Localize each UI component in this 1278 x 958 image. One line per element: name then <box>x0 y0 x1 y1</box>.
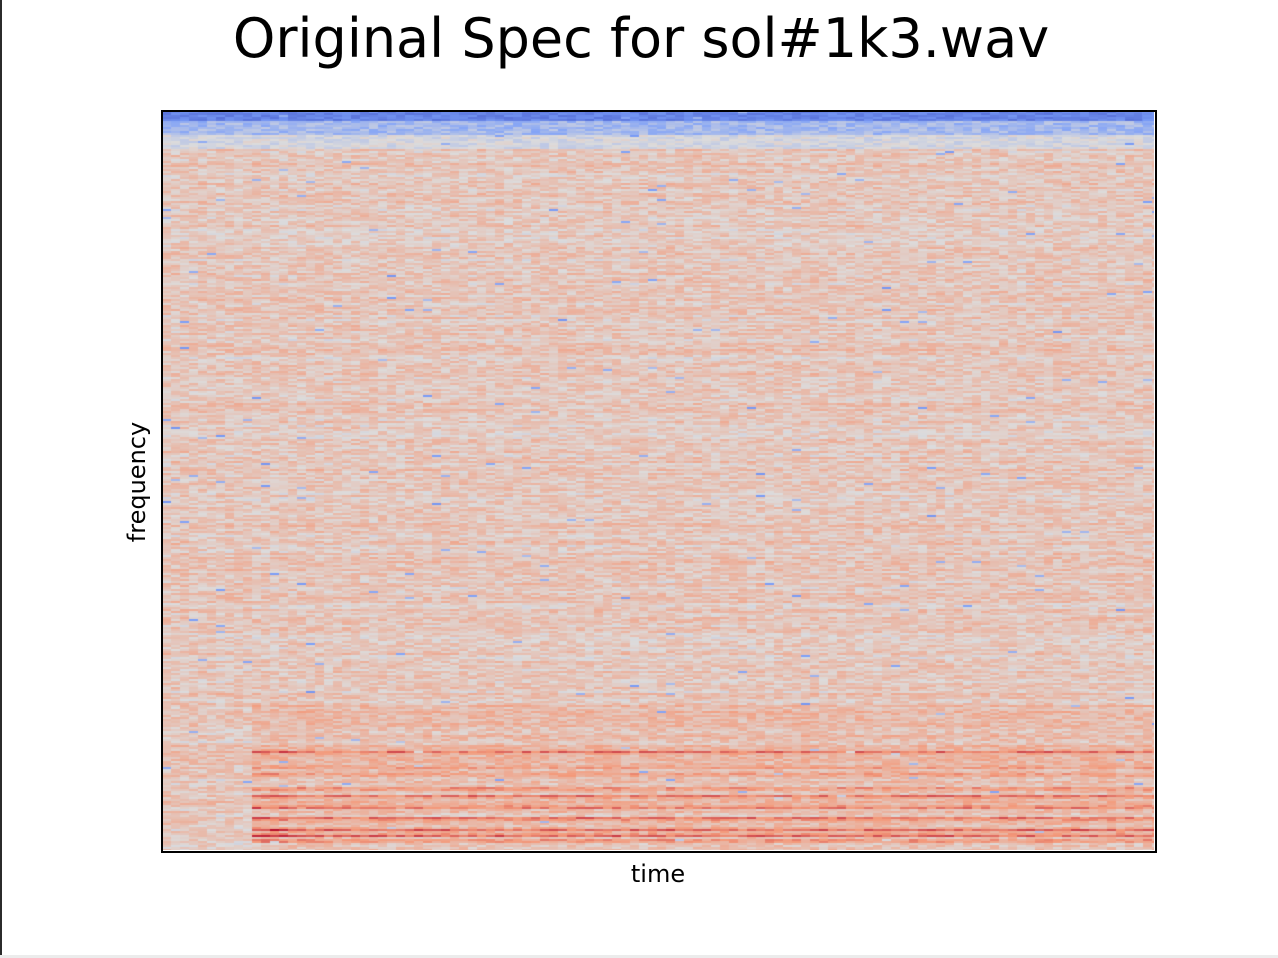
spectrogram-heatmap <box>162 111 1154 850</box>
window-left-border <box>0 0 2 958</box>
y-axis-label: frequency <box>123 422 151 542</box>
spectrogram-plot-area <box>162 111 1154 850</box>
chart-title: Original Spec for sol#1k3.wav <box>0 6 1278 72</box>
x-axis-label: time <box>631 860 685 888</box>
